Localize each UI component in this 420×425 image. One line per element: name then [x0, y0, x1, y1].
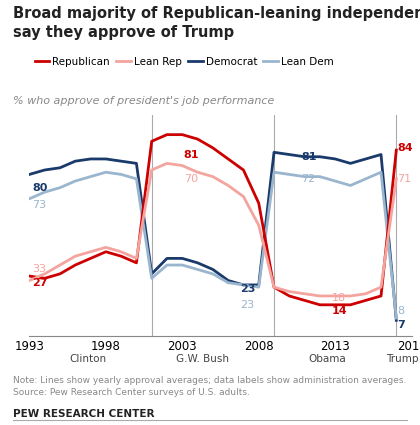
Text: 23: 23 — [240, 284, 256, 295]
Text: 14: 14 — [332, 306, 348, 317]
Text: 18: 18 — [332, 293, 346, 303]
Text: 80: 80 — [32, 183, 48, 193]
Text: 72: 72 — [302, 174, 316, 184]
Text: G.W. Bush: G.W. Bush — [176, 354, 228, 364]
Text: % who approve of president's job performance: % who approve of president's job perform… — [13, 96, 274, 106]
Text: 73: 73 — [32, 200, 47, 210]
Text: 33: 33 — [32, 264, 47, 275]
Text: Obama: Obama — [309, 354, 346, 364]
Text: Note: Lines show yearly approval averages; data labels show administration avera: Note: Lines show yearly approval average… — [13, 376, 406, 397]
Text: 81: 81 — [184, 150, 200, 159]
Text: 81: 81 — [302, 152, 317, 162]
Text: 27: 27 — [32, 278, 48, 288]
Text: 23: 23 — [240, 300, 255, 310]
Text: 7: 7 — [397, 320, 405, 330]
Text: Broad majority of Republican-leaning independents
say they approve of Trump: Broad majority of Republican-leaning ind… — [13, 6, 420, 40]
Text: 8: 8 — [397, 306, 404, 317]
Text: PEW RESEARCH CENTER: PEW RESEARCH CENTER — [13, 409, 154, 419]
Text: 70: 70 — [184, 174, 198, 184]
Legend: Republican, Lean Rep, Democrat, Lean Dem: Republican, Lean Rep, Democrat, Lean Dem — [34, 57, 334, 67]
Text: 71: 71 — [397, 174, 411, 184]
Text: Clinton: Clinton — [69, 354, 106, 364]
Text: Trump: Trump — [386, 354, 419, 364]
Text: 84: 84 — [397, 143, 413, 153]
